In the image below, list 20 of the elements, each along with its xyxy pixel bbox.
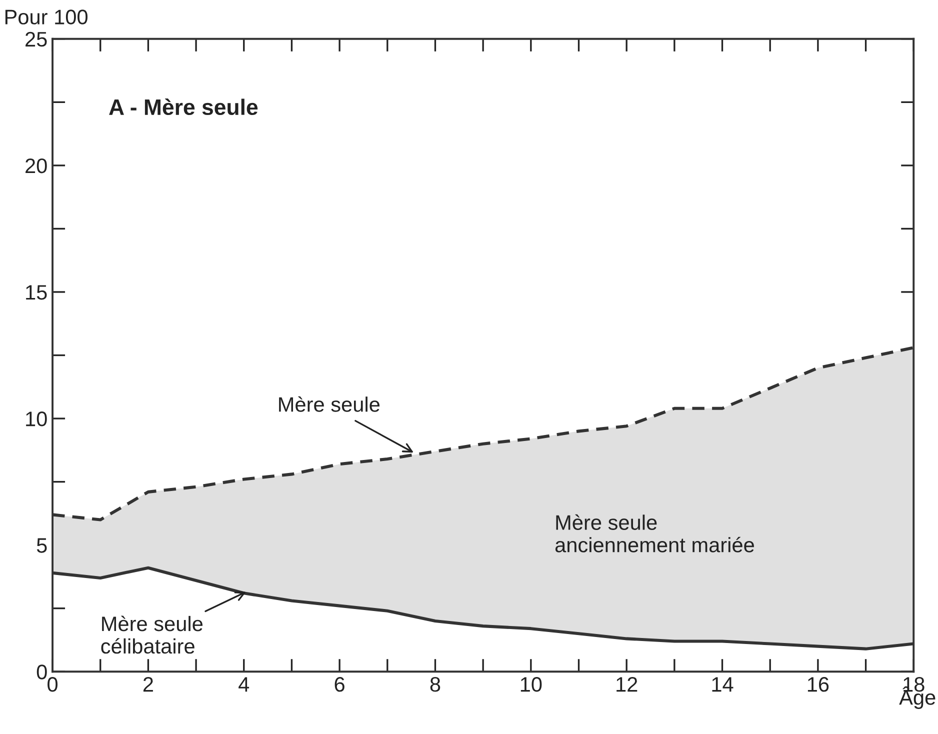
x-tick-label: 14 (712, 677, 734, 692)
y-tick-label: 5 (36, 538, 47, 553)
x-tick-label: 16 (808, 677, 829, 692)
x-tick-label: 0 (48, 677, 58, 692)
x-tick-label: 2 (143, 677, 153, 692)
x-tick-label: 12 (616, 677, 638, 692)
annotation: Mère seule célibataire (101, 616, 202, 654)
y-tick-label: 25 (26, 32, 47, 47)
y-tick-label: 20 (26, 158, 47, 174)
annotation: Mère seule (279, 396, 380, 412)
x-tick-label: 4 (238, 677, 250, 692)
y-tick-label: 10 (26, 412, 47, 426)
y-tick-label: 15 (26, 285, 47, 300)
y-axis-title: Pour 100 (5, 10, 88, 24)
x-tick-label: 8 (430, 677, 440, 692)
text: A - Mère seule (109, 98, 258, 116)
x-tick-label: 10 (520, 677, 542, 692)
x-tick-label: 6 (334, 677, 344, 692)
annotation: Mère seule anciennement mariée (555, 514, 754, 552)
y-tick-label: 0 (36, 664, 47, 680)
